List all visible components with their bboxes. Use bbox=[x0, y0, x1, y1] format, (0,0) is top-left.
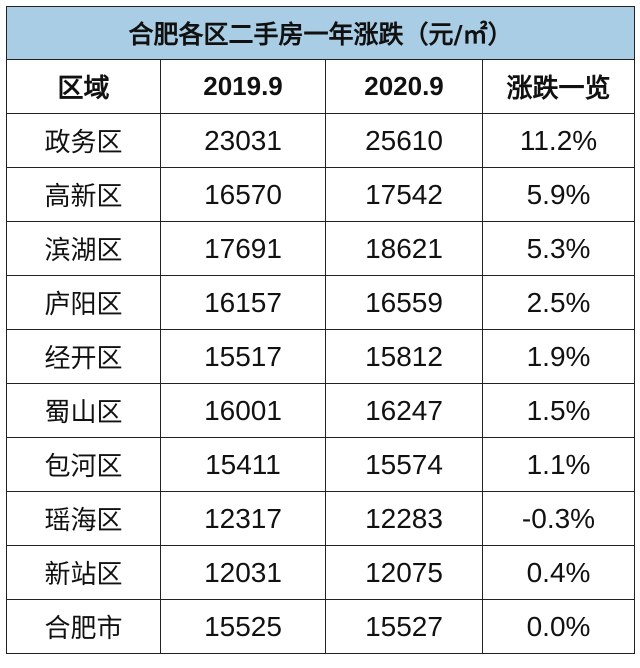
cell-price-2020: 15574 bbox=[325, 437, 483, 492]
header-row: 区域 2019.9 2020.9 涨跌一览 bbox=[6, 59, 636, 114]
table-row: 经开区 15517 15812 1.9% bbox=[6, 329, 636, 384]
header-district: 区域 bbox=[6, 59, 161, 114]
cell-change: 11.2% bbox=[481, 113, 636, 168]
table-row: 合肥市 15525 15527 0.0% bbox=[6, 599, 636, 654]
cell-price-2019: 16001 bbox=[160, 383, 326, 438]
cell-price-2020: 12283 bbox=[325, 491, 483, 546]
table-row: 滨湖区 17691 18621 5.3% bbox=[6, 221, 636, 276]
cell-price-2019: 12031 bbox=[160, 545, 326, 600]
cell-change: 0.4% bbox=[481, 545, 636, 600]
cell-district: 新站区 bbox=[6, 545, 161, 600]
cell-change: 5.9% bbox=[481, 167, 636, 222]
cell-price-2020: 18621 bbox=[325, 221, 483, 276]
cell-price-2020: 25610 bbox=[325, 113, 483, 168]
cell-price-2020: 15527 bbox=[325, 599, 483, 654]
cell-district: 瑶海区 bbox=[6, 491, 161, 546]
title-row: 合肥各区二手房一年涨跌（元/㎡） bbox=[5, 6, 636, 60]
cell-change: 1.9% bbox=[481, 329, 636, 384]
table-row: 新站区 12031 12075 0.4% bbox=[6, 545, 636, 600]
cell-change: 0.0% bbox=[481, 599, 636, 654]
cell-price-2020: 16559 bbox=[325, 275, 483, 330]
cell-price-2019: 15411 bbox=[160, 437, 326, 492]
table-row: 包河区 15411 15574 1.1% bbox=[6, 437, 636, 492]
table-row: 瑶海区 12317 12283 -0.3% bbox=[6, 491, 636, 546]
table-row: 政务区 23031 25610 11.2% bbox=[6, 113, 636, 168]
cell-price-2020: 16247 bbox=[325, 383, 483, 438]
cell-price-2020: 15812 bbox=[325, 329, 483, 384]
cell-price-2019: 23031 bbox=[160, 113, 326, 168]
cell-change: 2.5% bbox=[481, 275, 636, 330]
table-row: 蜀山区 16001 16247 1.5% bbox=[6, 383, 636, 438]
cell-district: 滨湖区 bbox=[6, 221, 161, 276]
cell-change: 1.5% bbox=[481, 383, 636, 438]
cell-district: 高新区 bbox=[6, 167, 161, 222]
header-change: 涨跌一览 bbox=[481, 59, 636, 114]
cell-change: 1.1% bbox=[481, 437, 636, 492]
cell-district: 蜀山区 bbox=[6, 383, 161, 438]
cell-price-2019: 16570 bbox=[160, 167, 326, 222]
cell-price-2019: 15525 bbox=[160, 599, 326, 654]
cell-change: 5.3% bbox=[481, 221, 636, 276]
table-row: 庐阳区 16157 16559 2.5% bbox=[6, 275, 636, 330]
cell-price-2019: 17691 bbox=[160, 221, 326, 276]
cell-district: 合肥市 bbox=[6, 599, 161, 654]
cell-price-2019: 16157 bbox=[160, 275, 326, 330]
cell-price-2019: 12317 bbox=[160, 491, 326, 546]
cell-price-2019: 15517 bbox=[160, 329, 326, 384]
header-2019: 2019.9 bbox=[160, 59, 326, 114]
cell-price-2020: 17542 bbox=[325, 167, 483, 222]
table-title: 合肥各区二手房一年涨跌（元/㎡） bbox=[5, 6, 636, 60]
cell-price-2020: 12075 bbox=[325, 545, 483, 600]
price-change-table: 合肥各区二手房一年涨跌（元/㎡） 区域 2019.9 2020.9 涨跌一览 政… bbox=[5, 6, 636, 654]
cell-district: 包河区 bbox=[6, 437, 161, 492]
cell-district: 经开区 bbox=[6, 329, 161, 384]
header-2020: 2020.9 bbox=[325, 59, 483, 114]
cell-district: 庐阳区 bbox=[6, 275, 161, 330]
cell-change: -0.3% bbox=[481, 491, 636, 546]
cell-district: 政务区 bbox=[6, 113, 161, 168]
table-row: 高新区 16570 17542 5.9% bbox=[6, 167, 636, 222]
